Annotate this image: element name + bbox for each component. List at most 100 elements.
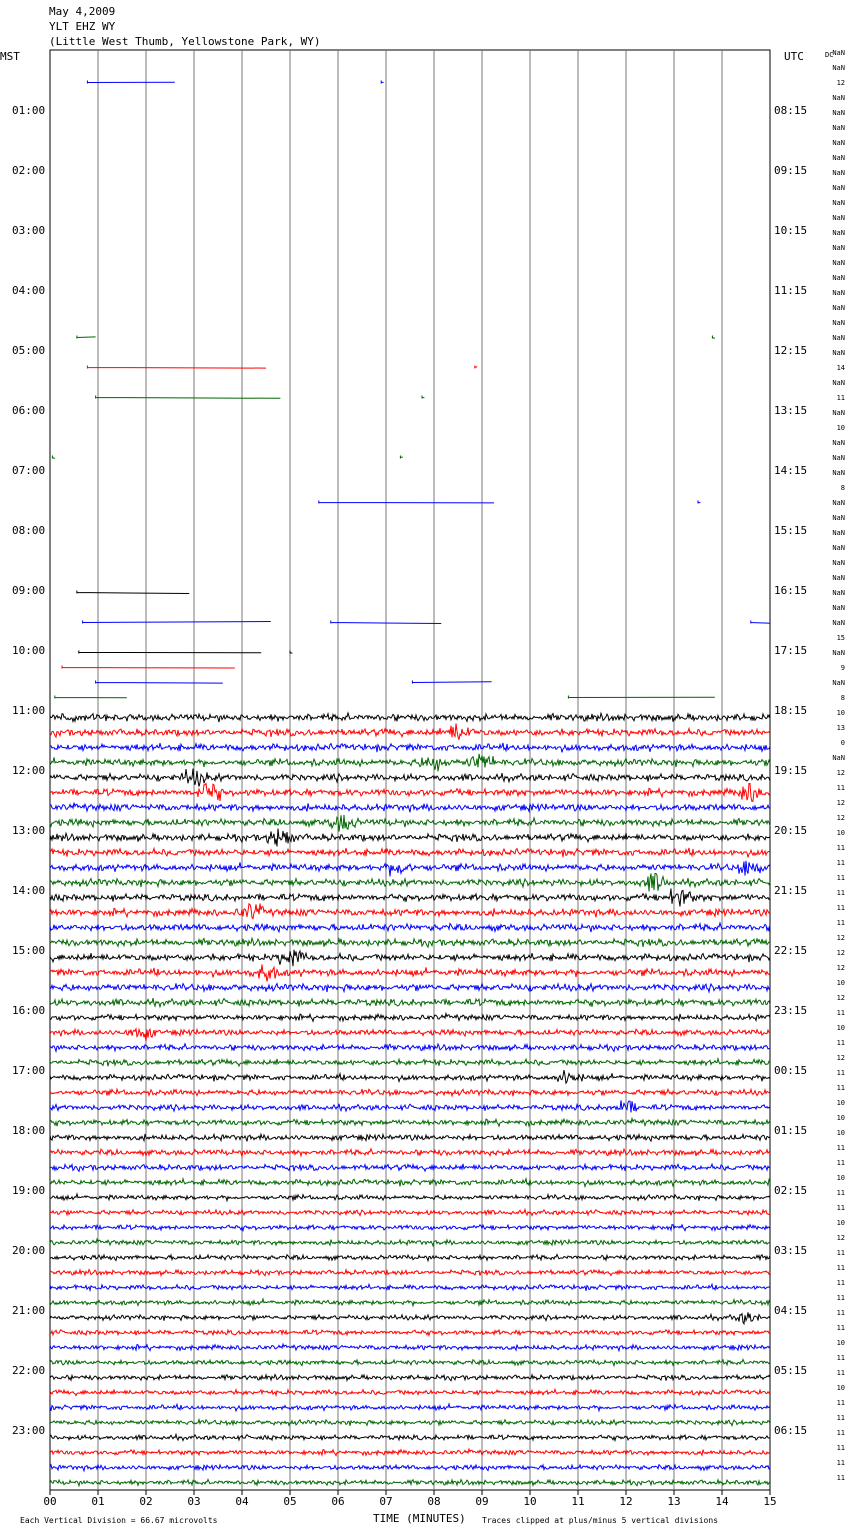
left-hour-label-08:00: 08:00 — [12, 524, 45, 537]
flat-segment-0 — [87, 81, 174, 84]
dc-offset-row-35: NaN — [832, 574, 845, 582]
flat-segment-17 — [290, 651, 292, 654]
dc-offset-row-56: 11 — [837, 889, 845, 897]
dc-offset-row-88: 11 — [837, 1369, 845, 1377]
trace-row-78 — [50, 1225, 770, 1231]
x-tick-label-04: 04 — [235, 1495, 249, 1508]
dc-offset-row-93: 11 — [837, 1444, 845, 1452]
dc-offset-row-18: NaN — [832, 319, 845, 327]
left-hour-label-01:00: 01:00 — [12, 104, 45, 117]
dc-offset-row-48: 12 — [837, 769, 845, 777]
flat-segment-13 — [83, 621, 271, 624]
right-hour-label-21:15: 21:15 — [774, 884, 807, 897]
x-tick-label-01: 01 — [91, 1495, 104, 1508]
flat-segment-10 — [319, 501, 494, 504]
flat-segment-16 — [79, 651, 261, 654]
dc-offset-row-80: 11 — [837, 1249, 845, 1257]
trace-row-75 — [50, 1179, 770, 1187]
flat-segment-7 — [422, 396, 424, 399]
dc-offset-row-41: 9 — [841, 664, 845, 672]
dc-offset-row-32: NaN — [832, 529, 845, 537]
right-hour-label-16:15: 16:15 — [774, 584, 807, 597]
trace-row-62 — [50, 983, 770, 992]
x-axis: 00010203040506070809101112131415 — [43, 1490, 776, 1508]
dc-offset-row-85: 11 — [837, 1324, 845, 1332]
trace-row-88 — [50, 1375, 770, 1381]
dc-offset-row-29: 8 — [841, 484, 845, 492]
x-tick-label-13: 13 — [667, 1495, 680, 1508]
dc-offset-row-65: 10 — [837, 1024, 845, 1032]
trace-row-76 — [50, 1194, 770, 1201]
right-hour-label-14:15: 14:15 — [774, 464, 807, 477]
dc-offset-row-43: 8 — [841, 694, 845, 702]
flat-segment-5 — [475, 366, 477, 369]
dc-offset-row-46: 0 — [841, 739, 845, 747]
left-hour-label-07:00: 07:00 — [12, 464, 45, 477]
dc-offset-row-30: NaN — [832, 499, 845, 507]
trace-row-65 — [50, 1029, 770, 1041]
dc-offset-row-74: 11 — [837, 1159, 845, 1167]
dc-offset-row-39: 15 — [837, 634, 845, 642]
left-hour-label-23:00: 23:00 — [12, 1424, 45, 1437]
x-tick-label-14: 14 — [715, 1495, 729, 1508]
right-zone-label: UTC — [784, 50, 804, 63]
dc-offset-row-67: 12 — [837, 1054, 845, 1062]
dc-offset-row-23: 11 — [837, 394, 845, 402]
trace-row-54 — [50, 861, 770, 877]
dc-offset-row-2: 12 — [837, 79, 845, 87]
dc-offset-row-89: 10 — [837, 1384, 845, 1392]
left-hour-label-02:00: 02:00 — [12, 164, 45, 177]
right-hour-label-17:15: 17:15 — [774, 644, 807, 657]
trace-row-72 — [50, 1134, 770, 1141]
dc-offset-row-6: NaN — [832, 139, 845, 147]
right-hour-label-06:15: 06:15 — [774, 1424, 807, 1437]
dc-offset-row-60: 12 — [837, 949, 845, 957]
dc-offset-row-51: 12 — [837, 814, 845, 822]
dc-offset-row-72: 10 — [837, 1129, 845, 1137]
right-hour-label-11:15: 11:15 — [774, 284, 807, 297]
x-tick-label-02: 02 — [139, 1495, 152, 1508]
trace-row-52 — [50, 829, 770, 847]
dc-offset-row-25: 10 — [837, 424, 845, 432]
dc-offset-row-76: 11 — [837, 1189, 845, 1197]
dc-offset-row-7: NaN — [832, 154, 845, 162]
flat-segment-22 — [568, 696, 714, 699]
trace-row-61 — [50, 964, 770, 981]
dc-offset-row-11: NaN — [832, 214, 845, 222]
trace-row-93 — [50, 1449, 770, 1456]
dc-offset-row-90: 11 — [837, 1399, 845, 1407]
trace-row-58 — [50, 923, 770, 932]
trace-row-64 — [50, 1014, 770, 1022]
dc-offset-row-63: 12 — [837, 994, 845, 1002]
trace-row-86 — [50, 1344, 770, 1351]
left-hour-label-03:00: 03:00 — [12, 224, 45, 237]
trace-row-63 — [50, 998, 770, 1007]
left-hour-label-11:00: 11:00 — [12, 704, 45, 717]
trace-row-44 — [50, 713, 770, 722]
dc-offset-row-40: NaN — [832, 649, 845, 657]
trace-row-74 — [50, 1164, 770, 1171]
trace-row-91 — [50, 1420, 770, 1426]
dc-offset-row-71: 10 — [837, 1114, 845, 1122]
left-hour-label-06:00: 06:00 — [12, 404, 45, 417]
dc-offset-row-77: 11 — [837, 1204, 845, 1212]
dc-offset-row-75: 10 — [837, 1174, 845, 1182]
dc-offset-row-81: 11 — [837, 1264, 845, 1272]
flat-segment-19 — [96, 681, 223, 684]
trace-row-66 — [50, 1044, 770, 1052]
flat-segment-2 — [77, 336, 96, 339]
x-tick-label-10: 10 — [523, 1495, 536, 1508]
dc-offset-row-44: 10 — [837, 709, 845, 717]
flat-segment-8 — [52, 456, 54, 459]
flat-segment-6 — [96, 396, 281, 399]
x-tick-label-15: 15 — [763, 1495, 776, 1508]
dc-offset-row-10: NaN — [832, 199, 845, 207]
trace-row-85 — [50, 1330, 770, 1336]
trace-row-73 — [50, 1149, 770, 1157]
dc-offset-row-21: 14 — [837, 364, 845, 372]
trace-row-53 — [50, 848, 770, 858]
left-hour-label-20:00: 20:00 — [12, 1244, 45, 1257]
right-hour-label-12:15: 12:15 — [774, 344, 807, 357]
trace-row-57 — [50, 904, 770, 919]
x-tick-label-03: 03 — [187, 1495, 200, 1508]
